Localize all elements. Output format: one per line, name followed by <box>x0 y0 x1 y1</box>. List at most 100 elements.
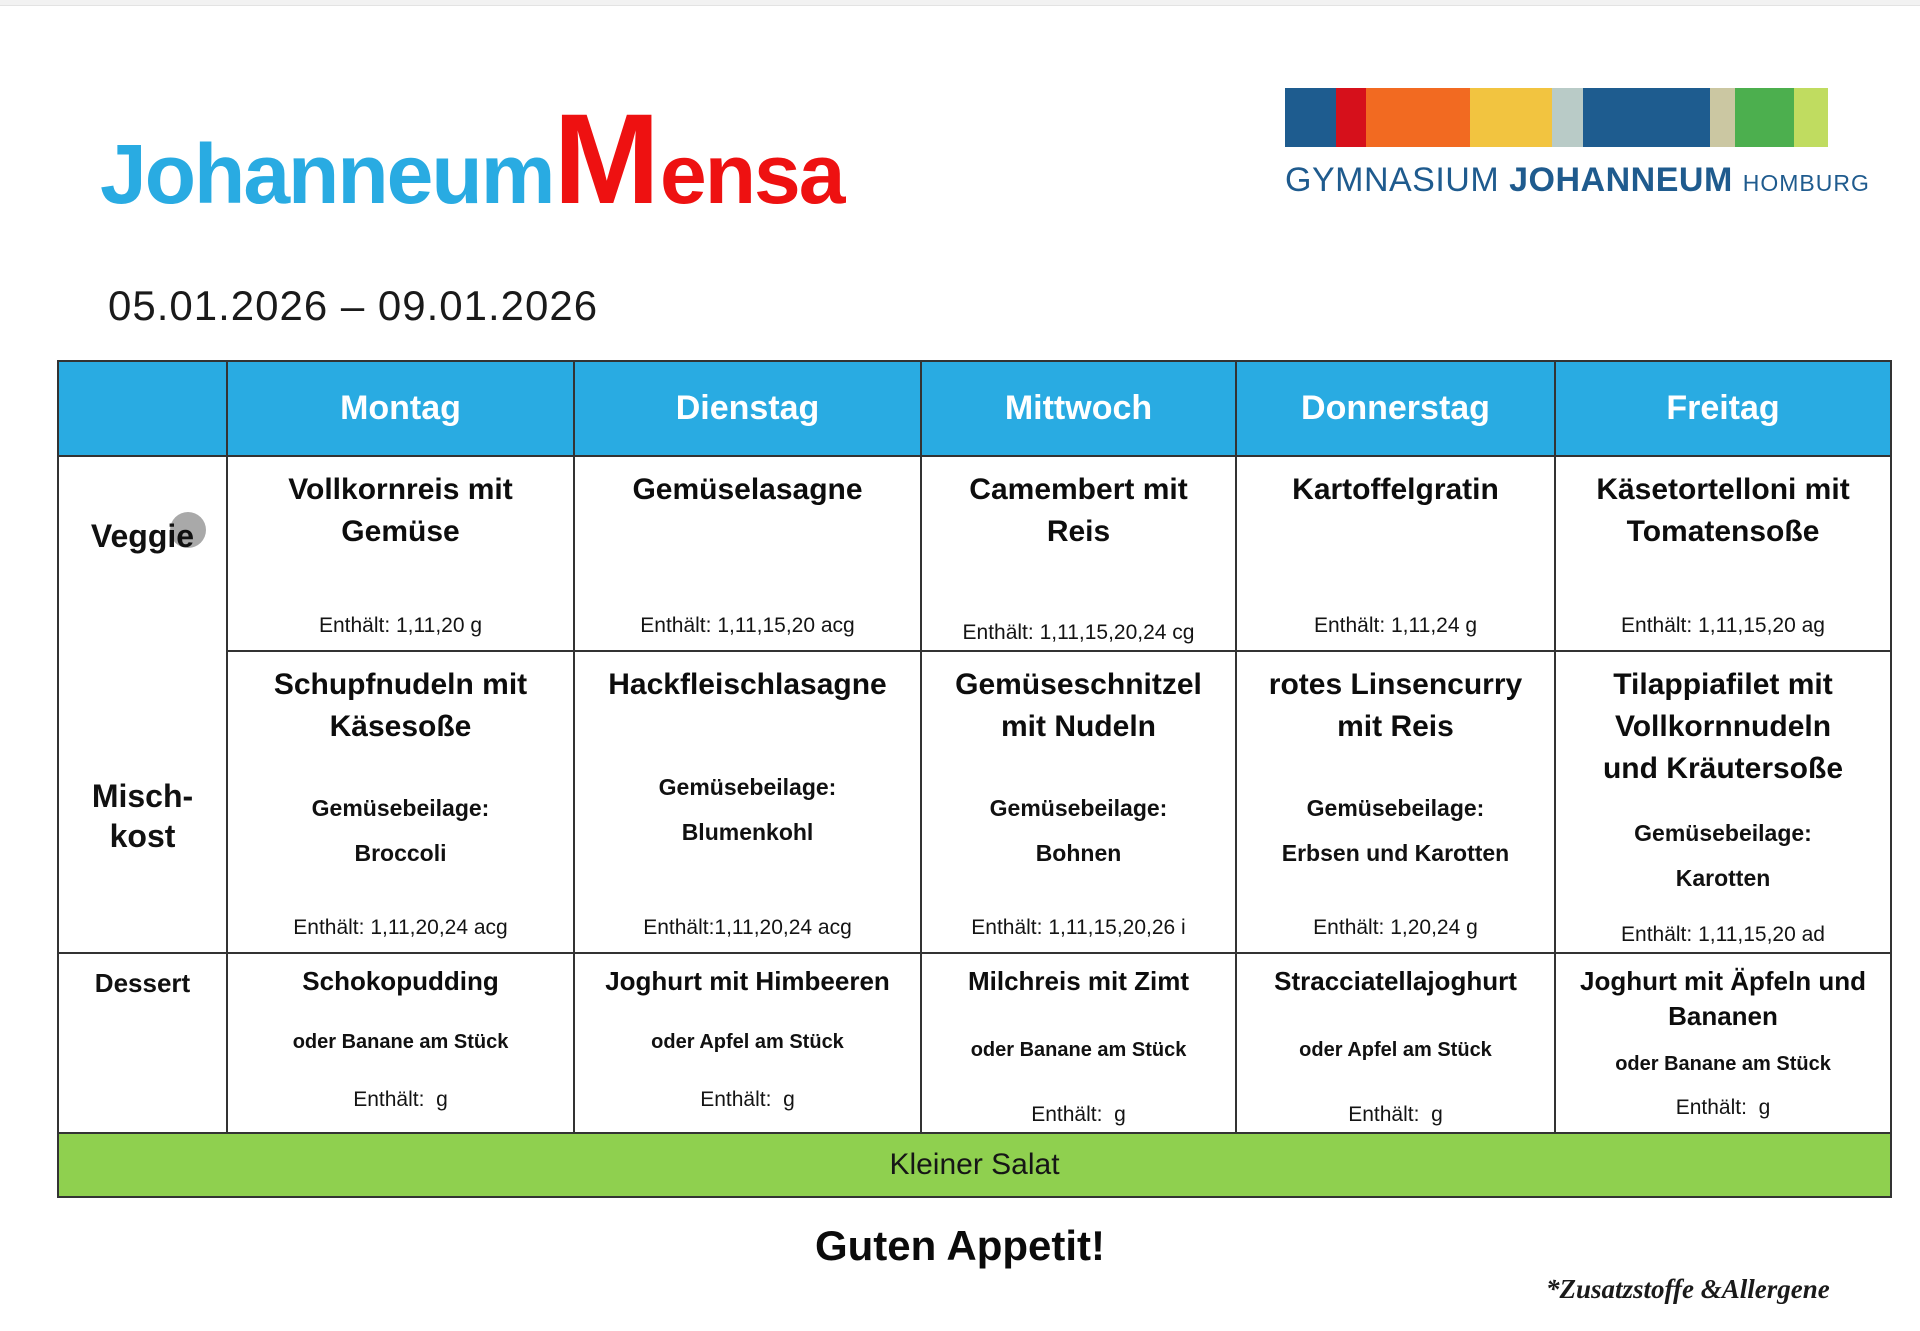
gray-dot-icon <box>170 512 207 549</box>
dish-name: Käsetortelloni mit Tomatensoße <box>1596 473 1850 548</box>
dish-name: Kartoffelgratin <box>1292 473 1499 506</box>
side-dish-label: Gemüsebeilage: <box>1306 795 1485 822</box>
header-donnerstag: Donnerstag <box>1237 362 1556 457</box>
side-dish-value: Bohnen <box>1035 840 1122 867</box>
dish-name: rotes Linsencurry mit Reis <box>1268 668 1523 743</box>
side-dish-value: Broccoli <box>354 840 447 867</box>
logo-bar-segment <box>1794 88 1828 147</box>
side-dish-block: Gemüsebeilage: Karotten <box>1634 820 1812 892</box>
mensa-logo-johanneum: Johanneum <box>100 127 555 221</box>
veggie-dienstag-cell: Gemüselasagne Enthält: 1,11,15,20 acg <box>575 457 922 652</box>
school-name-homburg: HOMBURG <box>1742 170 1870 196</box>
row-label-dessert: Dessert <box>94 968 191 998</box>
row-label-veggie-wrap: Veggie <box>90 512 207 556</box>
bon-appetit-message: Guten Appetit! <box>814 1222 1106 1269</box>
side-dish-value: Karotten <box>1675 864 1771 891</box>
allergen-info: Enthält: g <box>1031 1102 1126 1126</box>
dish-name: Camembert mit Reis <box>969 473 1188 548</box>
dessert-alternative: oder Banane am Stück <box>1615 1053 1831 1075</box>
veggie-donnerstag-cell: Kartoffelgratin Enthält: 1,11,24 g <box>1237 457 1556 652</box>
header-montag: Montag <box>228 362 575 457</box>
allergen-info: Enthält: 1,11,15,20 ad <box>1621 922 1825 946</box>
additives-allergens-note: *Zusatzstoffe &Allergene <box>1546 1274 1830 1304</box>
side-dish-label: Gemüsebeilage: <box>1634 819 1812 846</box>
mischkost-montag-cell: Schupfnudeln mit Käsesoße Gemüsebeilage:… <box>228 652 575 954</box>
mischkost-freitag-cell: Tilappiafilet mit Vollkornnudeln und Krä… <box>1556 652 1892 954</box>
salad-row-label: Kleiner Salat <box>889 1148 1060 1181</box>
dessert-montag-cell: Schokopudding oder Banane am Stück Enthä… <box>228 954 575 1134</box>
mensa-logo-ensa: ensa <box>660 127 845 221</box>
allergen-info: Enthält: 1,11,20,24 acg <box>293 915 508 939</box>
dessert-mittwoch-cell: Milchreis mit Zimt oder Banane am Stück … <box>922 954 1237 1134</box>
dessert-donnerstag-cell: Stracciatellajoghurt oder Apfel am Stück… <box>1237 954 1556 1134</box>
veggie-montag-cell: Vollkornreis mit Gemüse Enthält: 1,11,20… <box>228 457 575 652</box>
header-dienstag: Dienstag <box>575 362 922 457</box>
mensa-logo-m: M <box>553 88 661 231</box>
window-top-edge <box>0 0 1920 6</box>
logo-bar-segment <box>1583 88 1710 147</box>
side-dish-label: Gemüsebeilage: <box>989 795 1168 822</box>
allergen-info: Enthält: 1,11,15,20,26 i <box>971 915 1186 939</box>
allergen-info: Enthält:1,11,20,24 acg <box>643 915 852 939</box>
side-dish-label: Gemüsebeilage: <box>311 795 490 822</box>
logo-bar-segment <box>1735 88 1794 147</box>
allergen-info: Enthält: g <box>1348 1102 1443 1126</box>
dish-name: Joghurt mit Himbeeren <box>605 966 890 996</box>
school-logo: GYMNASIUM JOHANNEUM HOMBURG <box>1285 88 1869 200</box>
school-name-gymnasium: GYMNASIUM <box>1285 161 1500 199</box>
dish-name: Vollkornreis mit Gemüse <box>288 473 513 548</box>
week-date-range: 05.01.2026 – 09.01.2026 <box>108 282 599 329</box>
allergen-info: Enthält: 1,11,15,20 ag <box>1621 613 1825 637</box>
dish-name: Milchreis mit Zimt <box>967 966 1190 996</box>
row-label-veggie: Veggie <box>90 518 195 555</box>
dish-name: Stracciatellajoghurt <box>1274 966 1517 996</box>
side-dish-block: Gemüsebeilage: Erbsen und Karotten <box>1282 795 1509 867</box>
dish-name: Schupfnudeln mit Käsesoße <box>273 668 528 743</box>
side-dish-value: Erbsen und Karotten <box>1281 840 1510 867</box>
allergen-info: Enthält: 1,11,24 g <box>1313 613 1478 637</box>
dessert-dienstag-cell: Joghurt mit Himbeeren oder Apfel am Stüc… <box>575 954 922 1134</box>
header-mittwoch: Mittwoch <box>922 362 1237 457</box>
dish-name: Gemüselasagne <box>632 473 863 506</box>
allergen-info: Enthält: 1,11,15,20,24 cg <box>962 620 1195 644</box>
dish-name: Tilappiafilet mit Vollkornnudeln und Krä… <box>1602 668 1844 785</box>
veggie-mittwoch-cell: Camembert mit Reis Enthält: 1,11,15,20,2… <box>922 457 1237 652</box>
logo-bar-segment <box>1710 88 1735 147</box>
logo-bar-segment <box>1285 88 1336 147</box>
mischkost-mittwoch-cell: Gemüseschnitzel mit Nudeln Gemüsebeilage… <box>922 652 1237 954</box>
dessert-alternative: oder Banane am Stück <box>970 1038 1187 1061</box>
allergen-info: Enthält: 1,11,15,20 acg <box>640 613 855 637</box>
dessert-freitag-cell: Joghurt mit Äpfeln und Bananen oder Bana… <box>1556 954 1892 1134</box>
allergen-info: Enthält: g <box>353 1087 448 1111</box>
school-logo-bar <box>1285 88 1828 147</box>
side-dish-block: Gemüsebeilage: Blumenkohl <box>659 774 837 846</box>
allergen-info: Enthält: g <box>1675 1095 1771 1119</box>
header-freitag: Freitag <box>1556 362 1892 457</box>
dish-name: Joghurt mit Äpfeln und Bananen <box>1580 966 1866 1032</box>
mensa-logo: JohanneumMensa <box>100 96 846 224</box>
header-empty-cell <box>59 362 228 457</box>
dessert-alternative: oder Apfel am Stück <box>1299 1038 1492 1061</box>
side-dish-value: Blumenkohl <box>681 819 814 846</box>
salad-row: Kleiner Salat <box>59 1134 1892 1198</box>
allergen-info: Enthält: g <box>700 1087 795 1111</box>
school-name-johanneum: JOHANNEUM <box>1509 161 1733 199</box>
side-dish-block: Gemüsebeilage: Broccoli <box>312 795 490 867</box>
logo-bar-segment <box>1470 88 1552 147</box>
school-logo-name: GYMNASIUM JOHANNEUM HOMBURG <box>1285 161 1869 200</box>
dessert-alternative: oder Banane am Stück <box>292 1031 509 1054</box>
row-label-mischkost: Misch- kost <box>91 777 194 854</box>
allergen-info: Enthält: 1,20,24 g <box>1313 915 1478 939</box>
row-labels-veggie-misch: Veggie Misch- kost <box>59 457 228 954</box>
allergen-info: Enthält: 1,11,20 g <box>318 613 483 637</box>
mischkost-donnerstag-cell: rotes Linsencurry mit Reis Gemüsebeilage… <box>1237 652 1556 954</box>
weekly-menu-table: Montag Dienstag Mittwoch Donnerstag Frei… <box>57 360 1892 1198</box>
side-dish-label: Gemüsebeilage: <box>658 774 837 801</box>
logo-bar-segment <box>1552 88 1583 147</box>
logo-bar-segment <box>1366 88 1470 147</box>
dish-name: Schokopudding <box>302 966 499 996</box>
dish-name: Gemüseschnitzel mit Nudeln <box>955 668 1202 743</box>
row-label-misch-slot: Misch- kost <box>59 651 226 952</box>
veggie-freitag-cell: Käsetortelloni mit Tomatensoße Enthält: … <box>1556 457 1892 652</box>
